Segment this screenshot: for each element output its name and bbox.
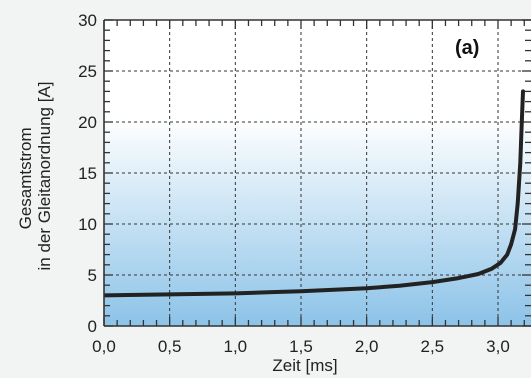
x-tick-label: 2,0 <box>355 337 379 356</box>
x-tick-label: 2,5 <box>421 337 445 356</box>
y-tick-label: 5 <box>88 266 97 285</box>
y-axis-label: Gesamtstrom in der Gleitanordnung [A] <box>16 81 54 270</box>
x-axis-label: Zeit [ms] <box>272 356 337 375</box>
x-tick-label: 1,5 <box>289 337 313 356</box>
x-tick-label: 3,0 <box>486 337 510 356</box>
x-tick-labels: 0,0 0,5 1,0 1,5 2,0 2,5 3,0 <box>92 337 510 356</box>
grid-lines <box>104 20 531 326</box>
y-tick-label: 20 <box>78 113 97 132</box>
y-tick-label: 10 <box>78 215 97 234</box>
y-axis-label-line-1: Gesamtstrom <box>16 127 35 229</box>
y-tick-labels: 0 5 10 15 20 25 30 <box>78 11 97 336</box>
x-tick-label: 1,0 <box>224 337 248 356</box>
series-line-total-current <box>104 89 525 298</box>
panel-label: (a) <box>455 37 479 59</box>
y-tick-label: 30 <box>78 11 97 30</box>
y-tick-label: 0 <box>88 317 97 336</box>
plot-frame <box>103 19 531 327</box>
x-tick-label: 0,0 <box>92 337 116 356</box>
x-tick-label: 0,5 <box>158 337 182 356</box>
y-axis-label-line-2: in der Gleitanordnung [A] <box>35 81 54 270</box>
y-tick-label: 25 <box>78 62 97 81</box>
y-tick-label: 15 <box>78 164 97 183</box>
